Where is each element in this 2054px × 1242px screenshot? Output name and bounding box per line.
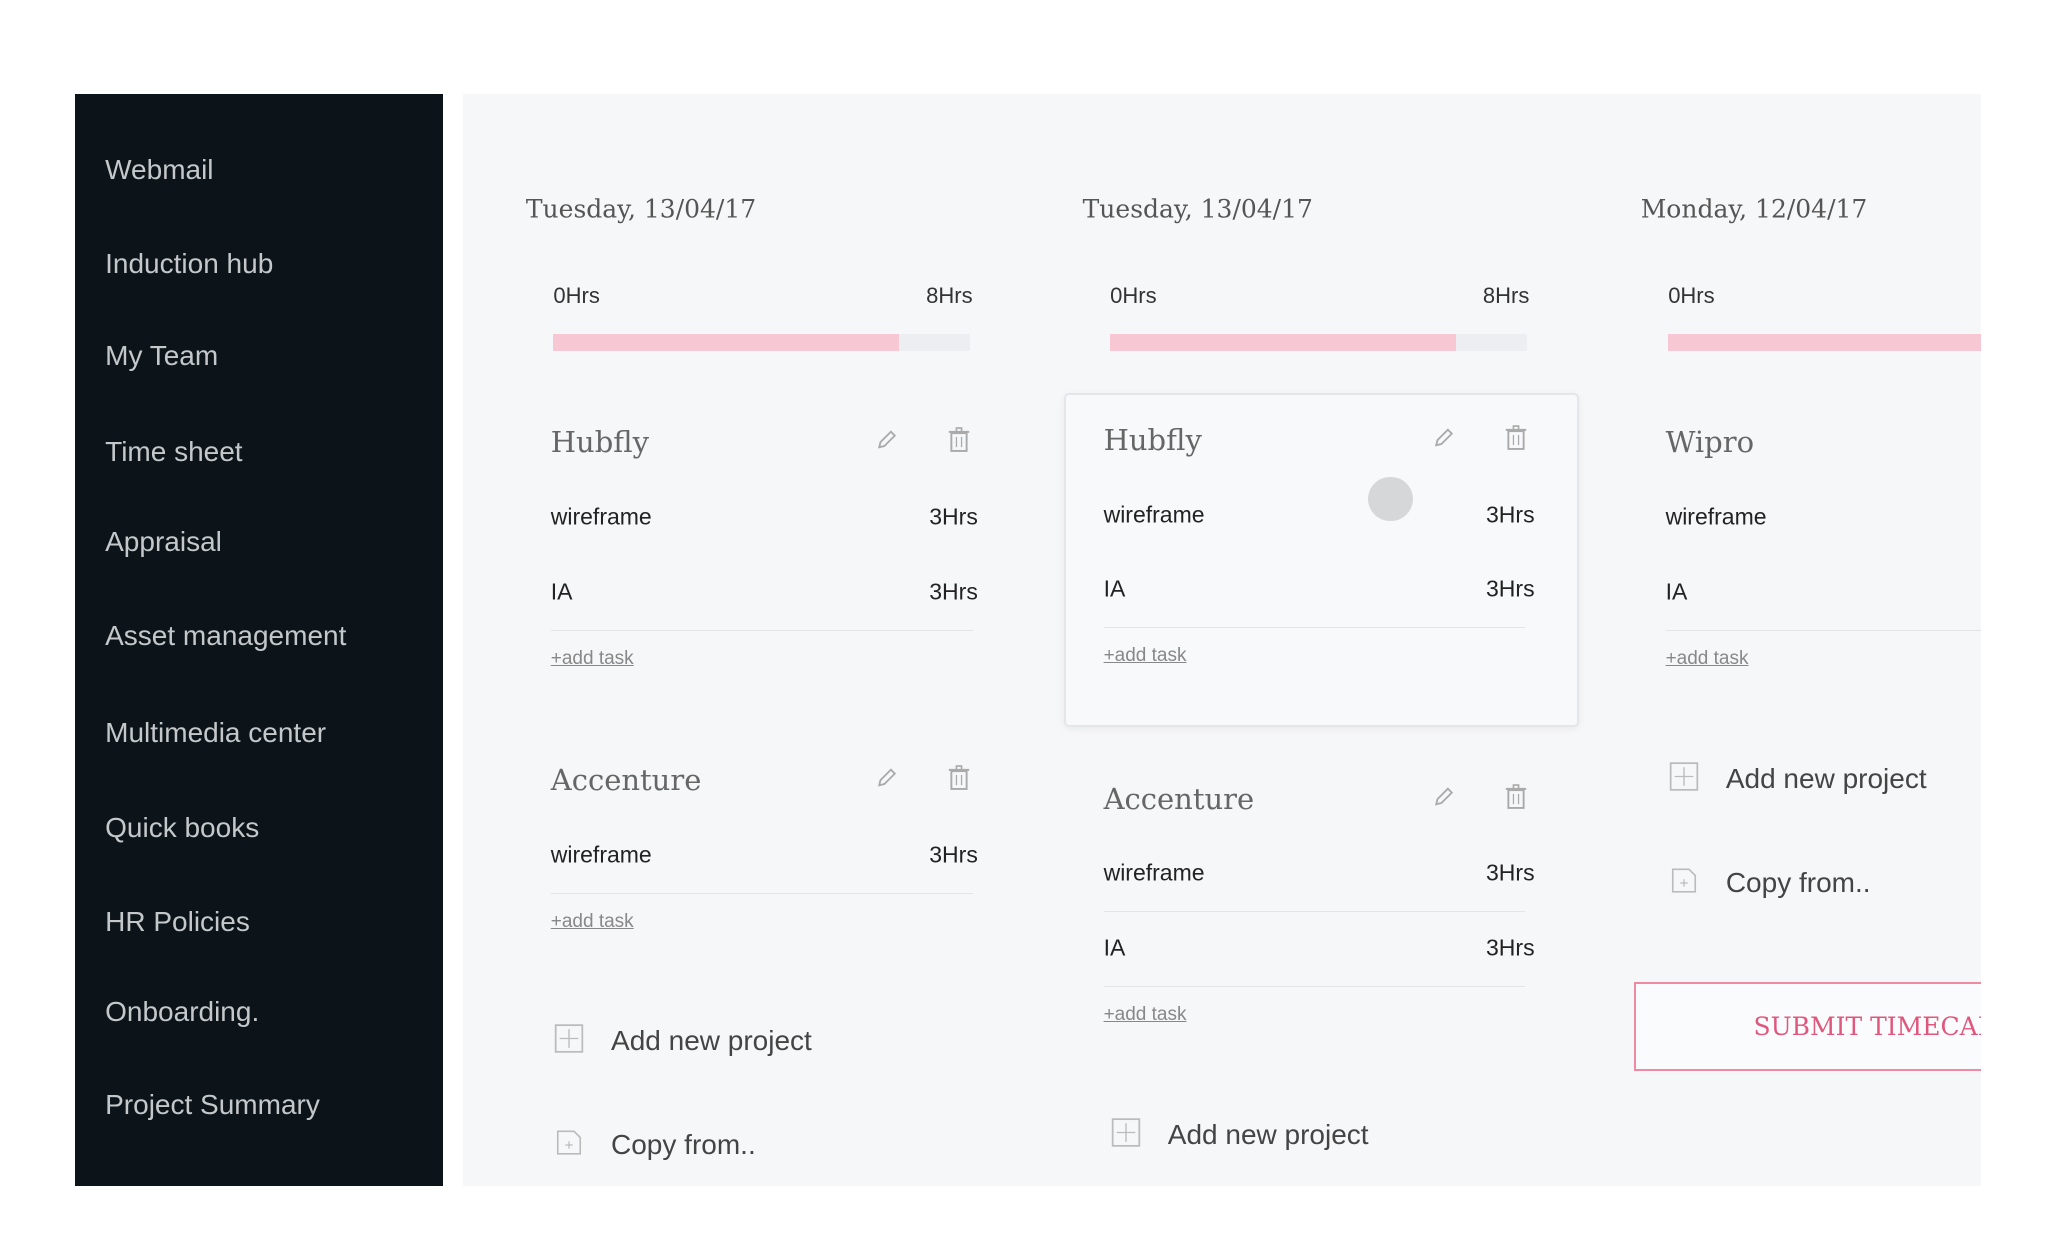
range-max: 8Hrs [926,282,973,308]
day-date: Tuesday, 13/04/17 [1082,194,1313,224]
task-name: IA [1103,575,1126,602]
task-hours: 3Hrs [929,578,978,605]
add-task-link[interactable]: +add task [550,910,634,932]
task-name: wireframe [1103,501,1205,527]
add-project-button[interactable]: Add new project [611,1025,812,1057]
task-hours: 3Hrs [1486,501,1535,527]
hours-bar-fill [553,333,900,351]
nav-item[interactable]: Time sheet [105,435,243,467]
edit-button[interactable] [1431,783,1457,814]
divider [550,893,973,895]
project-name: Accenture [550,763,702,798]
day-date: Monday, 12/04/17 [1640,194,1868,224]
nav-item[interactable]: Webmail [105,153,214,185]
hours-bar-fill [1668,333,1981,351]
task-name: wireframe [1665,503,1767,530]
add-task-link[interactable]: +add task [1665,647,1749,669]
hours-bar [553,333,970,351]
project-name: Hubfly [1103,422,1202,457]
nav-item[interactable]: Project Summary [105,1089,320,1121]
delete-button[interactable] [1503,782,1529,815]
task-hours: 3Hrs [1486,859,1535,886]
hours-bar [1668,333,1981,351]
delete-button[interactable] [946,426,972,459]
project-name: Hubfly [550,425,650,460]
divider [1103,627,1526,629]
nav-item[interactable]: Asset management [105,620,347,652]
timesheet: Tuesday, 13/04/17 0Hrs 8Hrs Hubfly wireframe… [463,94,1981,1186]
nav-item[interactable]: My Team [105,340,219,371]
divider [550,629,973,631]
task-name: IA [1103,934,1126,961]
edit-button[interactable] [1431,424,1457,455]
hours-bar [1110,333,1527,351]
task-name: wireframe [1103,859,1205,886]
divider [1103,986,1526,988]
submit-timecard-button[interactable]: SUBMIT TIMECARD [1634,982,1981,1072]
add-task-link[interactable]: +add task [550,647,634,669]
task-name: wireframe [550,841,652,868]
add-project-icon[interactable] [1668,761,1700,798]
nav-item[interactable]: Appraisal [105,526,222,558]
task-name: wireframe [550,503,652,530]
project-name: Wipro [1665,425,1755,460]
add-project-button[interactable]: Add new project [1167,1119,1369,1151]
range-max: 8Hrs [1482,282,1530,308]
day-date: Tuesday, 13/04/17 [525,194,757,224]
nav-item[interactable]: Onboarding. [105,996,260,1028]
copy-from-button[interactable]: Copy from.. [1725,866,1871,898]
hours-bar-fill [1110,333,1456,351]
copy-from-button[interactable]: Copy from.. [611,1128,756,1160]
delete-button[interactable] [946,764,972,797]
drag-indicator [1368,476,1413,522]
project-card-active [1064,392,1580,727]
task-name: IA [1665,578,1688,605]
edit-button[interactable] [874,765,900,796]
task-hours: 3Hrs [1486,575,1535,602]
add-task-link[interactable]: +add task [1103,1003,1187,1025]
range-min: 0Hrs [553,282,600,308]
range-min: 0Hrs [1110,282,1157,308]
copy-from-icon[interactable] [1669,865,1699,900]
copy-from-icon[interactable] [554,1127,584,1162]
nav-item[interactable]: Multimedia center [105,717,327,749]
divider [1665,629,1981,631]
task-hours: 3Hrs [929,841,978,868]
project-name: Accenture [1103,781,1255,816]
nav-item[interactable]: HR Policies [105,905,250,937]
add-project-button[interactable]: Add new project [1725,763,1927,795]
add-project-icon[interactable] [553,1023,585,1060]
edit-button[interactable] [874,427,900,458]
add-project-icon[interactable] [1110,1117,1142,1154]
divider [1103,911,1526,913]
range-min: 0Hrs [1668,282,1715,308]
sidebar: Webmail Induction hub My Team Time sheet App… [75,94,443,1186]
task-hours: 3Hrs [1486,934,1535,961]
task-hours: 3Hrs [929,503,978,530]
add-task-link[interactable]: +add task [1103,644,1187,666]
nav-item[interactable]: Quick books [105,811,260,843]
task-name: IA [550,578,573,605]
nav-item[interactable]: Induction hub [105,248,274,280]
delete-button[interactable] [1503,423,1529,456]
